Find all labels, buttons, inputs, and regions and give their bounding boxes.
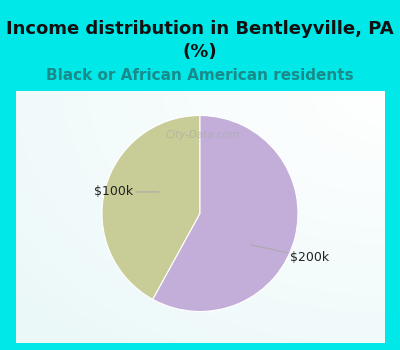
Text: $100k: $100k [94,186,159,198]
Text: Income distribution in Bentleyville, PA
(%): Income distribution in Bentleyville, PA … [6,20,394,61]
Wedge shape [153,116,298,312]
Text: City-Data.com: City-Data.com [166,130,240,140]
Wedge shape [102,116,200,299]
Text: $200k: $200k [251,245,329,264]
Text: Black or African American residents: Black or African American residents [46,69,354,84]
